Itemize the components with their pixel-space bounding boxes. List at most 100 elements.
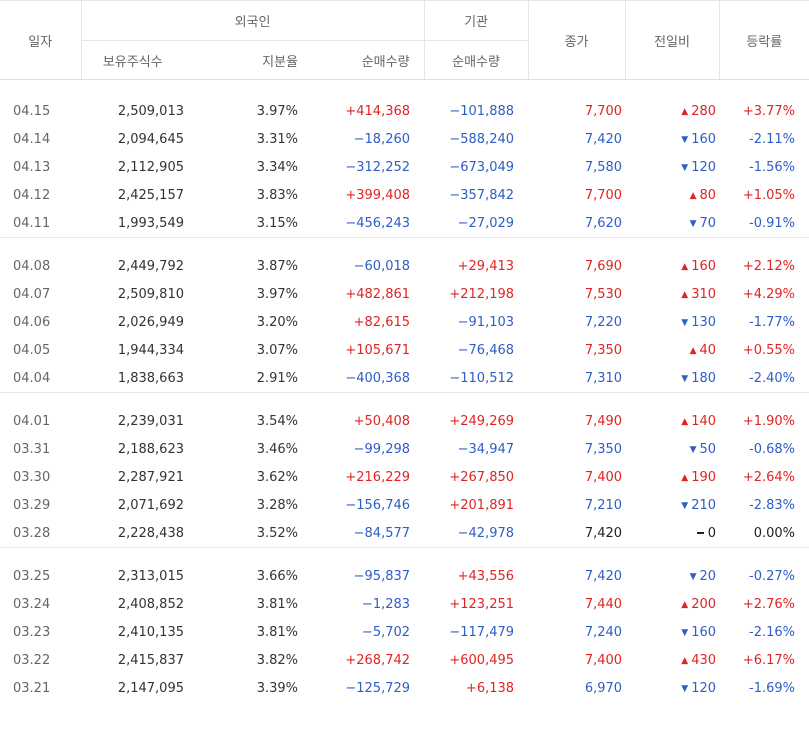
cell-foreign-net: −18,260 (353, 131, 411, 147)
cell-change: ▼ 180 (625, 364, 719, 393)
cell-ratio: 3.87% (256, 258, 298, 274)
cell-foreign-net: +50,408 (353, 413, 411, 429)
cell-ratio: 3.54% (256, 413, 298, 429)
table-row: 04.15 2,509,013 3.97% +414,368 −101,888 7,700… (0, 97, 809, 125)
down-arrow-icon: ▼ (681, 683, 689, 694)
cell-date: 04.08 (13, 258, 51, 274)
cell-foreign-net: −312,252 (345, 159, 411, 175)
cell-close: 7,350 (584, 441, 623, 457)
cell-change: ▲ 190 (625, 463, 719, 491)
table-body: 04.15 2,509,013 3.97% +414,368 −101,888 7,700… (0, 80, 809, 703)
cell-inst-net: +201,891 (449, 497, 515, 513)
cell-rate: -1.77% (749, 314, 796, 330)
cell-shares-held: 1,944,334 (117, 342, 184, 358)
change-value: 160 (691, 258, 717, 274)
cell-inst-net: +267,850 (449, 469, 515, 485)
cell-foreign-net: +399,408 (345, 187, 411, 203)
cell-rate: -0.27% (749, 568, 796, 584)
header-ratio: 지분율 (184, 40, 326, 80)
change-value: 160 (691, 624, 717, 640)
cell-change: ▼ 160 (625, 125, 719, 153)
cell-shares-held: 1,838,663 (117, 370, 184, 386)
change-value: 40 (699, 342, 717, 358)
cell-inst-net: +29,413 (457, 258, 515, 274)
down-arrow-icon: ▼ (681, 317, 689, 328)
group-spacer (0, 80, 809, 98)
cell-inst-net: −101,888 (449, 103, 515, 119)
cell-shares-held: 2,408,852 (117, 596, 184, 612)
cell-inst-net: −117,479 (449, 624, 515, 640)
cell-close: 7,310 (584, 370, 623, 386)
cell-shares-held: 2,509,810 (117, 286, 184, 302)
up-arrow-icon: ▲ (681, 599, 689, 610)
cell-change: ▼ 20 (625, 562, 719, 590)
cell-inst-net: +6,138 (465, 680, 515, 696)
change-value: 190 (691, 469, 717, 485)
cell-rate: +2.64% (742, 469, 796, 485)
table-row: 03.31 2,188,623 3.46% −99,298 −34,947 7,350 ▼ 5… (0, 435, 809, 463)
cell-close: 7,580 (584, 159, 623, 175)
cell-change: ▲ 200 (625, 590, 719, 618)
cell-inst-net: +43,556 (457, 568, 515, 584)
cell-change: ▲ 280 (625, 97, 719, 125)
cell-ratio: 3.28% (256, 497, 298, 513)
cell-change: ▲ 80 (625, 181, 719, 209)
header-foreign-net: 순매수량 (326, 40, 425, 80)
table-row: 04.11 1,993,549 3.15% −456,243 −27,029 7,620 ▼… (0, 209, 809, 238)
cell-shares-held: 2,071,692 (117, 497, 184, 513)
cell-ratio: 3.66% (256, 568, 298, 584)
cell-rate: -1.69% (749, 680, 796, 696)
cell-shares-held: 2,509,013 (117, 103, 184, 119)
cell-change: ▼ 50 (625, 435, 719, 463)
cell-shares-held: 2,287,921 (117, 469, 184, 485)
cell-ratio: 3.20% (256, 314, 298, 330)
cell-change: ▲ 310 (625, 280, 719, 308)
cell-date: 04.07 (13, 286, 51, 302)
cell-rate: -1.56% (749, 159, 796, 175)
cell-close: 7,420 (584, 525, 623, 541)
cell-inst-net: −357,842 (449, 187, 515, 203)
change-value: 210 (691, 497, 717, 513)
cell-rate: -2.40% (749, 370, 796, 386)
cell-foreign-net: +268,742 (345, 652, 411, 668)
cell-close: 7,440 (584, 596, 623, 612)
spacer-cell (0, 547, 809, 562)
header-change: 전일비 (624, 0, 720, 80)
cell-close: 7,690 (584, 258, 623, 274)
cell-close: 7,210 (584, 497, 623, 513)
cell-close: 7,490 (584, 413, 623, 429)
table-row: 03.22 2,415,837 3.82% +268,742 +600,495 7,400… (0, 646, 809, 674)
cell-rate: +2.76% (742, 596, 796, 612)
cell-shares-held: 2,449,792 (117, 258, 184, 274)
cell-rate: -0.68% (749, 441, 796, 457)
change-value: 120 (691, 159, 717, 175)
cell-rate: +0.55% (742, 342, 796, 358)
cell-date: 04.06 (13, 314, 51, 330)
header-date: 일자 (0, 0, 81, 80)
cell-change: ▼ 160 (625, 618, 719, 646)
change-value: 180 (691, 370, 717, 386)
cell-date: 04.15 (13, 103, 51, 119)
cell-date: 03.28 (13, 525, 51, 541)
group-spacer (0, 547, 809, 562)
cell-close: 7,220 (584, 314, 623, 330)
table-row: 03.28 2,228,438 3.52% −84,577 −42,978 7,420 0 0… (0, 519, 809, 548)
cell-date: 03.25 (13, 568, 51, 584)
cell-ratio: 3.97% (256, 286, 298, 302)
cell-foreign-net: −156,746 (345, 497, 411, 513)
table-row: 03.24 2,408,852 3.81% −1,283 +123,251 7,440 ▲ 2… (0, 590, 809, 618)
table-row: 04.04 1,838,663 2.91% −400,368 −110,512 7,310… (0, 364, 809, 393)
cell-shares-held: 2,147,095 (117, 680, 184, 696)
down-arrow-icon: ▼ (681, 500, 689, 511)
table-row: 04.07 2,509,810 3.97% +482,861 +212,198 7,530… (0, 280, 809, 308)
cell-ratio: 3.52% (256, 525, 298, 541)
cell-rate: -0.91% (749, 215, 796, 231)
spacer-cell (0, 237, 809, 252)
cell-shares-held: 2,410,135 (117, 624, 184, 640)
up-arrow-icon: ▲ (689, 345, 697, 356)
cell-inst-net: −27,029 (457, 215, 515, 231)
cell-foreign-net: −400,368 (345, 370, 411, 386)
header-close: 종가 (527, 0, 626, 80)
flat-dash-icon (696, 531, 704, 534)
table-row: 04.08 2,449,792 3.87% −60,018 +29,413 7,690 ▲ 1… (0, 252, 809, 280)
